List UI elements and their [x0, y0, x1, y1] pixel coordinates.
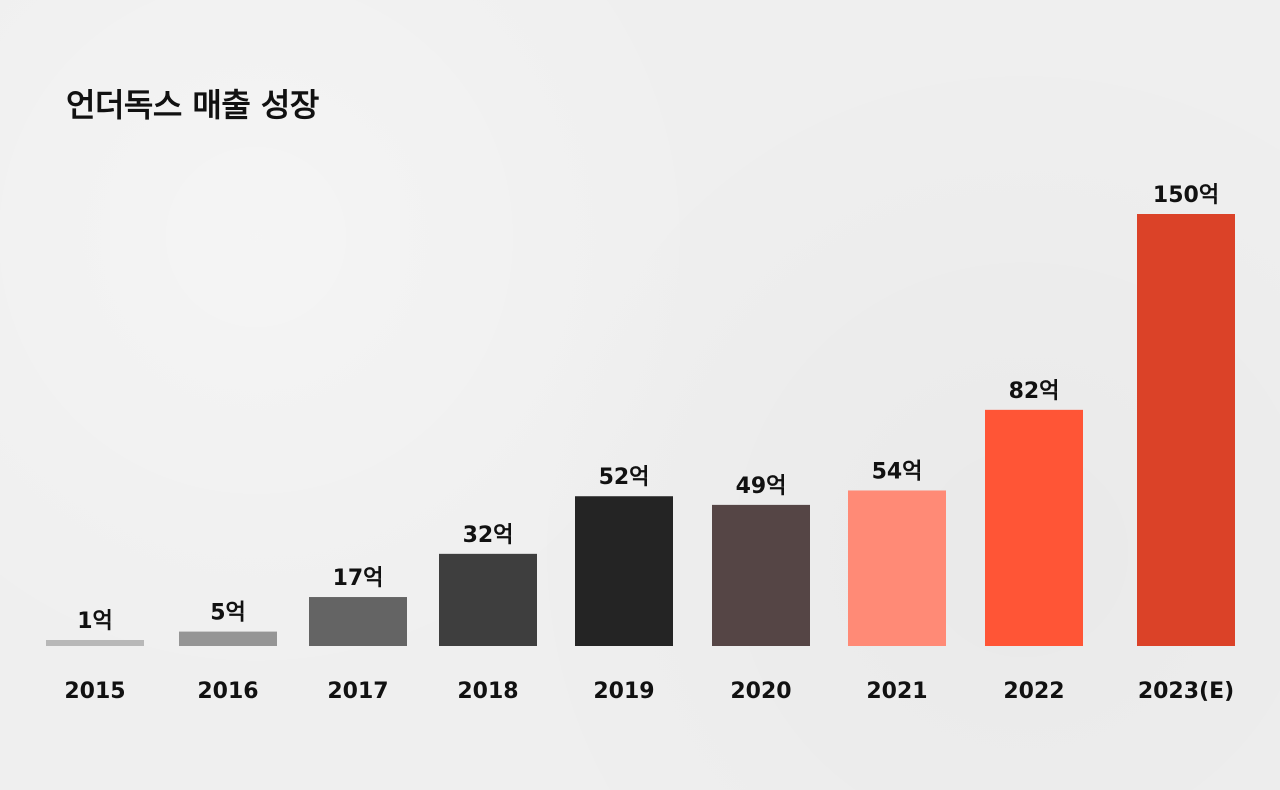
data-label-2018: 32억 — [463, 523, 514, 548]
data-label-2019: 52억 — [599, 465, 650, 490]
data-label-2016: 5억 — [210, 601, 246, 626]
x-tick-label-2017: 2017 — [327, 679, 388, 704]
data-label-2023(E): 150억 — [1153, 183, 1219, 208]
bar-2015 — [46, 640, 144, 646]
bar-2022 — [985, 409, 1083, 646]
bar-2019 — [575, 496, 673, 646]
data-label-2022: 82억 — [1009, 379, 1060, 404]
chart-title: 언더독스 매출 성장 — [66, 86, 319, 124]
category-labels-group: 2015 2016 2017 2018 2019 2020 2021 2022 2023(E) — [64, 679, 1234, 704]
bar-2020 — [712, 504, 810, 646]
bar-2016 — [179, 631, 277, 646]
value-labels-group: 1억 5억 17억 32억 52억 49억 54억 82억 150억 — [77, 183, 1219, 634]
data-label-2021: 54억 — [872, 459, 923, 484]
bar-2021 — [848, 490, 946, 646]
x-tick-label-2022: 2022 — [1003, 679, 1064, 704]
x-tick-label-2020: 2020 — [730, 679, 791, 704]
x-tick-label-2016: 2016 — [197, 679, 258, 704]
bar-2018 — [439, 553, 537, 646]
bar-2023(E) — [1137, 214, 1235, 646]
x-tick-label-2021: 2021 — [866, 679, 927, 704]
bar-2017 — [309, 597, 407, 646]
x-tick-label-2019: 2019 — [593, 679, 654, 704]
data-label-2015: 1억 — [77, 609, 113, 634]
data-label-2020: 49억 — [736, 474, 787, 499]
data-label-2017: 17억 — [333, 566, 384, 591]
bars-group — [46, 214, 1235, 646]
x-tick-label-2018: 2018 — [457, 679, 518, 704]
x-tick-label-2015: 2015 — [64, 679, 125, 704]
x-tick-label-2023(E): 2023(E) — [1138, 679, 1234, 704]
